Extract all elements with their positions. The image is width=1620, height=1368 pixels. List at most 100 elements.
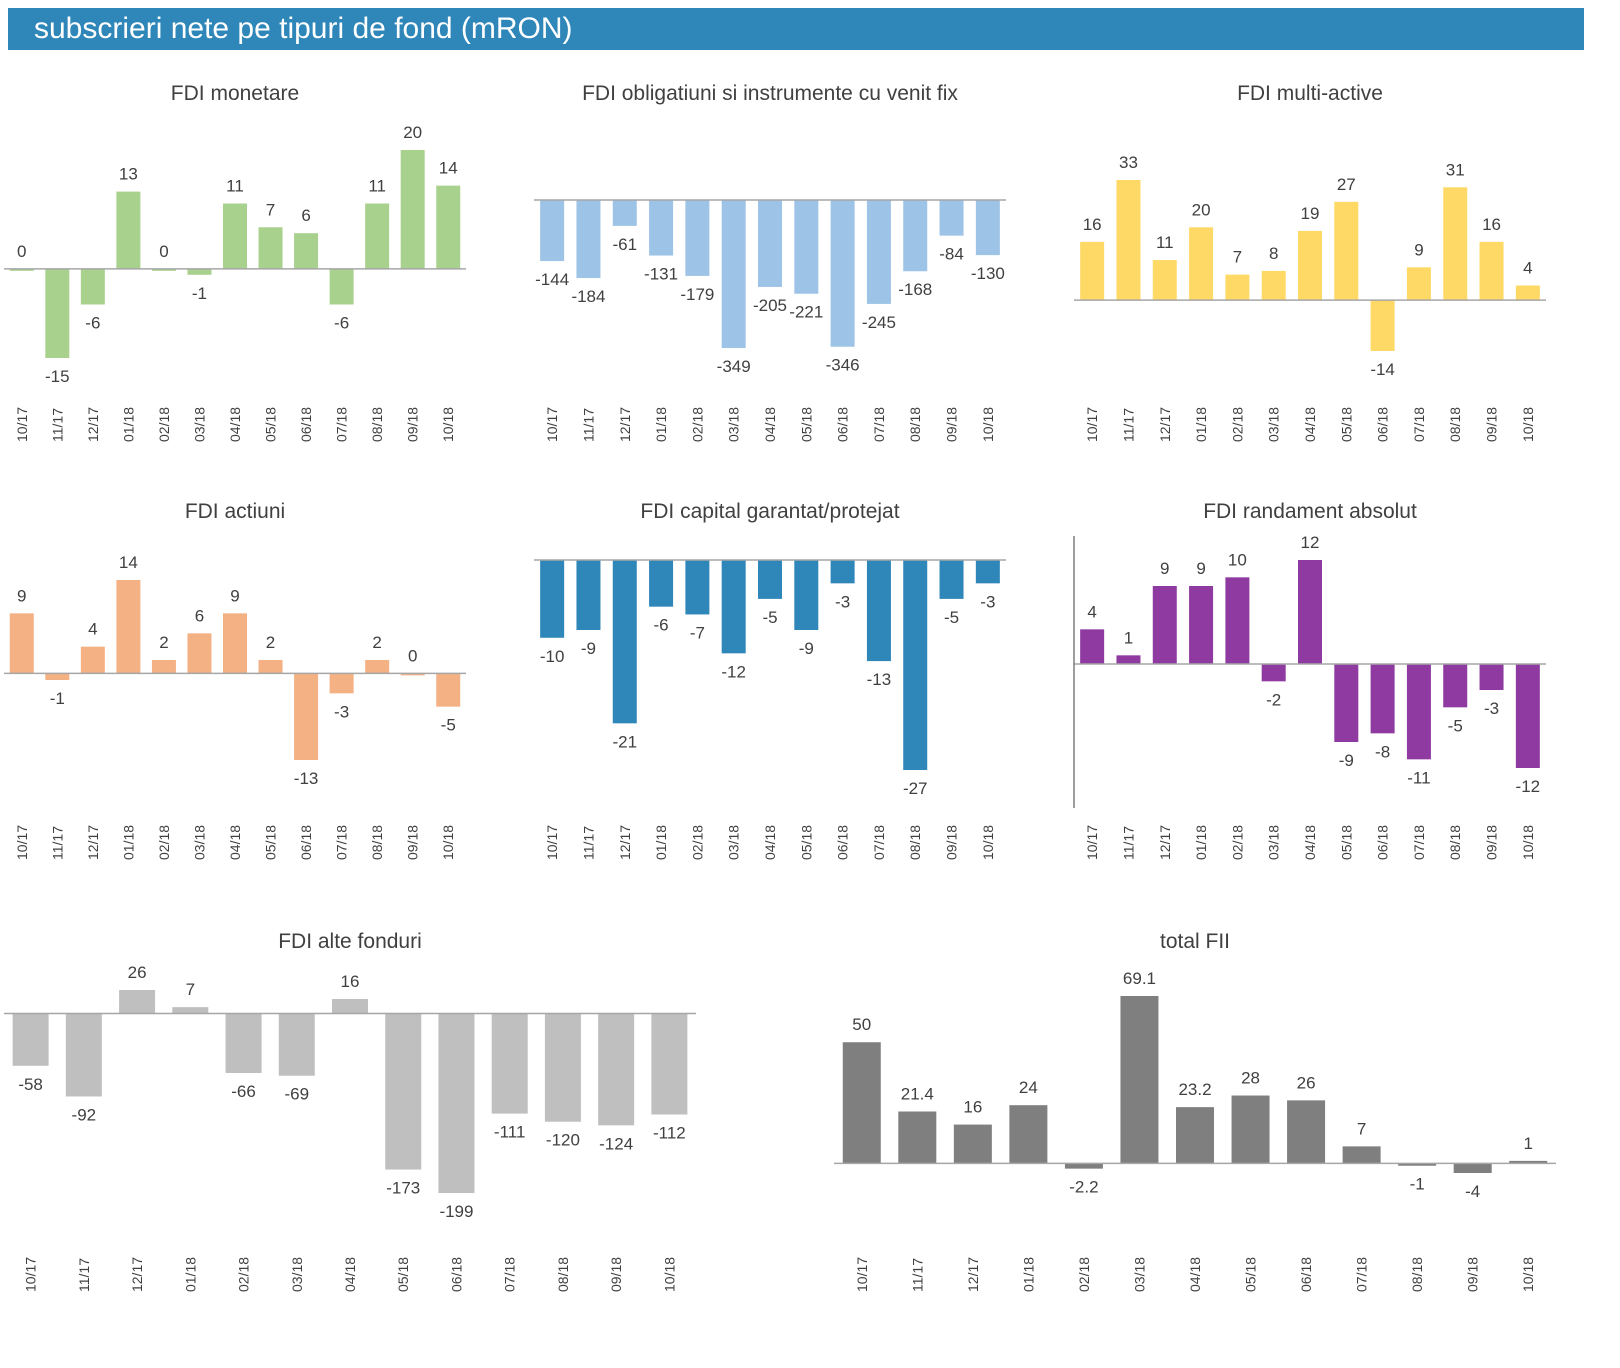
bar [1443,187,1468,301]
bar [436,673,461,707]
bar [9,268,34,271]
bar [80,268,105,305]
value-label: -199 [439,1202,473,1221]
category-label: 10/17 [544,407,560,442]
category-label: 04/18 [1302,825,1318,860]
bar [172,1007,209,1014]
bar [1152,260,1177,301]
bar [1479,664,1504,690]
chart-fdi-actiuni: FDI actiuni 9 -1 4 14 2 6 9 2 -13 -3 2 0 -5 10/17 11/17… [0,488,470,878]
bar [1116,180,1141,301]
category-label: 11/17 [580,408,596,442]
value-label: -184 [571,287,605,306]
category-label: 08/18 [1447,825,1463,860]
category-label: 06/18 [1298,1257,1314,1292]
bar [80,646,105,674]
chart-svg: total FII 50 21.4 16 24 -2.2 69.1 23.2 28 26 7 -1 -4… [834,930,1556,1292]
category-label: 05/18 [798,407,814,442]
category-label: 04/18 [227,407,243,442]
value-label: 4 [88,620,97,639]
category-label: 05/18 [1338,825,1354,860]
category-label: 05/18 [263,407,279,442]
bar [1120,996,1159,1164]
category-label: 02/18 [156,407,172,442]
chart-svg: FDI alte fonduri -58 -92 26 7 -66 -69 16 -173 -19… [4,930,696,1292]
value-label: -131 [644,265,678,284]
bar [1370,664,1395,734]
category-label: 08/18 [555,1257,571,1292]
bar [685,560,710,615]
bar [45,673,70,680]
value-label: 8 [1269,244,1278,263]
category-label: 10/18 [1520,825,1536,860]
value-label: -346 [826,356,860,375]
category-label: 04/18 [762,825,778,860]
category-label: 03/18 [1131,1257,1147,1292]
value-label: -2.2 [1069,1178,1098,1197]
category-label: 01/18 [120,407,136,442]
value-label: -4 [1465,1182,1480,1201]
value-label: 7 [186,980,195,999]
category-label: 08/18 [369,407,385,442]
bar [258,227,283,269]
chart-svg: FDI randament absolut 4 1 9 9 10 -2 12 -9 -8 -11 -5… [1073,500,1546,860]
value-label: -3 [334,702,349,721]
bar [1116,655,1141,664]
value-label: -5 [944,608,959,627]
chart-fdi-monetare: FDI monetare 0 -15 -6 13 0 -1 11 7 6 -6 11 20 14 10/17… [0,70,470,460]
value-label: -124 [599,1134,633,1153]
chart-title: FDI multi-active [1237,82,1383,105]
category-label: 06/18 [298,825,314,860]
category-label: 07/18 [1354,1257,1370,1292]
value-label: 27 [1337,175,1356,194]
bar [1080,629,1105,664]
chart-title: FDI randament absolut [1203,500,1417,523]
value-label: -14 [1370,360,1395,379]
bar [1261,664,1286,682]
category-label: 08/18 [907,825,923,860]
category-label: 07/18 [334,825,350,860]
bar [1509,1160,1548,1164]
value-label: 50 [852,1015,871,1034]
category-label: 01/18 [653,825,669,860]
value-label: 4 [1523,259,1532,278]
category-label: 12/17 [965,1257,981,1292]
category-label: 03/18 [726,825,742,860]
bar [385,1013,422,1170]
value-label: -1 [50,689,65,708]
category-label: 02/18 [689,825,705,860]
value-label: -3 [980,592,995,611]
category-label: 09/18 [405,825,421,860]
bar [1398,1163,1437,1166]
category-label: 06/18 [298,407,314,442]
category-label: 04/18 [227,825,243,860]
category-label: 07/18 [502,1257,518,1292]
value-label: -15 [45,367,70,386]
bar [1479,241,1504,301]
value-label: -27 [903,779,928,798]
value-label: 69.1 [1123,969,1156,988]
bar [294,673,319,760]
value-label: -9 [799,639,814,658]
bar [258,660,283,674]
value-label: 0 [17,242,26,261]
bar [953,1124,992,1164]
bar [975,200,1000,256]
category-label: 10/17 [1084,407,1100,442]
bar [898,1111,937,1164]
bar [1515,664,1540,768]
value-label: -5 [441,716,456,735]
chart-title: total FII [1160,930,1230,953]
value-label: 11 [1156,233,1174,252]
value-label: 6 [195,606,204,625]
bar [187,633,212,674]
value-label: 19 [1301,204,1320,223]
category-label: 01/18 [1020,1257,1036,1292]
bar [1406,664,1431,760]
chart-fdi-randament-absolut: FDI randament absolut 4 1 9 9 10 -2 12 -9 -8 -11 -5… [1070,488,1550,878]
value-label: -12 [1516,777,1541,796]
value-label: -13 [867,670,892,689]
page-title: subscrieri nete pe tipuri de fond (mRON) [34,12,573,45]
bar [794,200,819,294]
category-label: 01/18 [120,825,136,860]
